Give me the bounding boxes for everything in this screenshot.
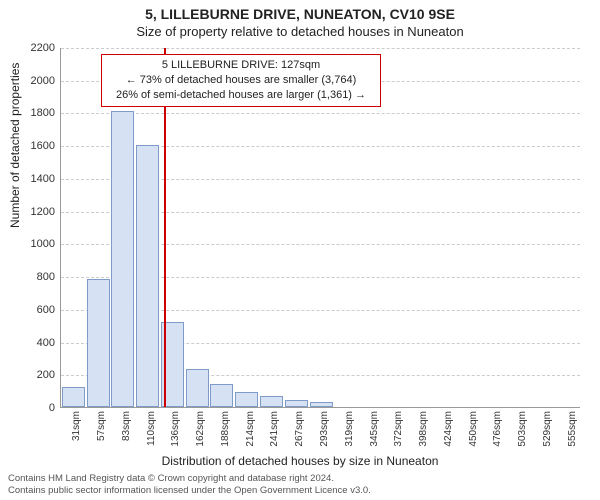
y-tick-label: 200 — [37, 369, 55, 381]
histogram-bar — [186, 369, 209, 407]
y-tick-label: 1200 — [31, 206, 55, 218]
histogram-bar — [111, 111, 134, 407]
histogram-bar — [260, 396, 283, 407]
histogram-bar — [136, 145, 159, 407]
y-tick-label: 1400 — [31, 173, 55, 185]
x-tick-label: 476sqm — [492, 411, 503, 447]
plot-area: 0200400600800100012001400160018002000220… — [60, 48, 580, 408]
gridline — [61, 113, 580, 114]
footer-line-2: Contains public sector information licen… — [8, 485, 592, 497]
y-tick-label: 400 — [37, 337, 55, 349]
x-tick-label: 345sqm — [369, 411, 380, 447]
x-tick-label: 110sqm — [146, 411, 157, 446]
x-tick-label: 529sqm — [542, 411, 553, 447]
x-tick-label: 555sqm — [567, 411, 578, 447]
histogram-bar — [87, 279, 110, 407]
y-tick-label: 2200 — [31, 42, 55, 54]
x-tick-label: 83sqm — [121, 411, 132, 441]
x-tick-label: 57sqm — [96, 411, 107, 441]
info-line-1: 5 LILLEBURNE DRIVE: 127sqm — [108, 58, 374, 73]
x-tick-label: 162sqm — [195, 411, 206, 447]
y-tick-label: 1800 — [31, 107, 55, 119]
info-line-2: ← 73% of detached houses are smaller (3,… — [108, 73, 374, 88]
histogram-bar — [285, 400, 308, 407]
y-tick-label: 1600 — [31, 140, 55, 152]
histogram-bar — [210, 384, 233, 407]
x-tick-label: 398sqm — [418, 411, 429, 447]
histogram-bar — [235, 392, 258, 407]
footer-line-1: Contains HM Land Registry data © Crown c… — [8, 473, 592, 485]
x-tick-label: 241sqm — [269, 411, 280, 447]
x-tick-label: 450sqm — [468, 411, 479, 447]
x-tick-label: 319sqm — [344, 411, 355, 447]
y-tick-label: 0 — [49, 402, 55, 414]
x-axis-label: Distribution of detached houses by size … — [0, 454, 600, 468]
y-tick-label: 600 — [37, 304, 55, 316]
x-tick-label: 136sqm — [170, 411, 181, 447]
gridline — [61, 48, 580, 49]
chart-title: 5, LILLEBURNE DRIVE, NUNEATON, CV10 9SE — [0, 6, 600, 22]
info-box: 5 LILLEBURNE DRIVE: 127sqm ← 73% of deta… — [101, 54, 381, 107]
chart-subtitle: Size of property relative to detached ho… — [0, 24, 600, 39]
x-tick-label: 293sqm — [319, 411, 330, 447]
x-tick-label: 503sqm — [517, 411, 528, 447]
x-tick-label: 214sqm — [245, 411, 256, 447]
x-tick-label: 424sqm — [443, 411, 454, 447]
y-tick-label: 1000 — [31, 238, 55, 250]
info-line-3: 26% of semi-detached houses are larger (… — [108, 88, 374, 103]
x-tick-label: 267sqm — [294, 411, 305, 447]
chart-container: 5, LILLEBURNE DRIVE, NUNEATON, CV10 9SE … — [0, 0, 600, 500]
footer: Contains HM Land Registry data © Crown c… — [8, 473, 592, 497]
histogram-bar — [62, 387, 85, 407]
y-tick-label: 800 — [37, 271, 55, 283]
x-tick-label: 188sqm — [220, 411, 231, 447]
y-tick-label: 2000 — [31, 75, 55, 87]
histogram-bar — [310, 402, 333, 407]
y-axis-label: Number of detached properties — [8, 63, 22, 228]
x-tick-label: 372sqm — [393, 411, 404, 447]
x-tick-label: 31sqm — [71, 411, 82, 441]
